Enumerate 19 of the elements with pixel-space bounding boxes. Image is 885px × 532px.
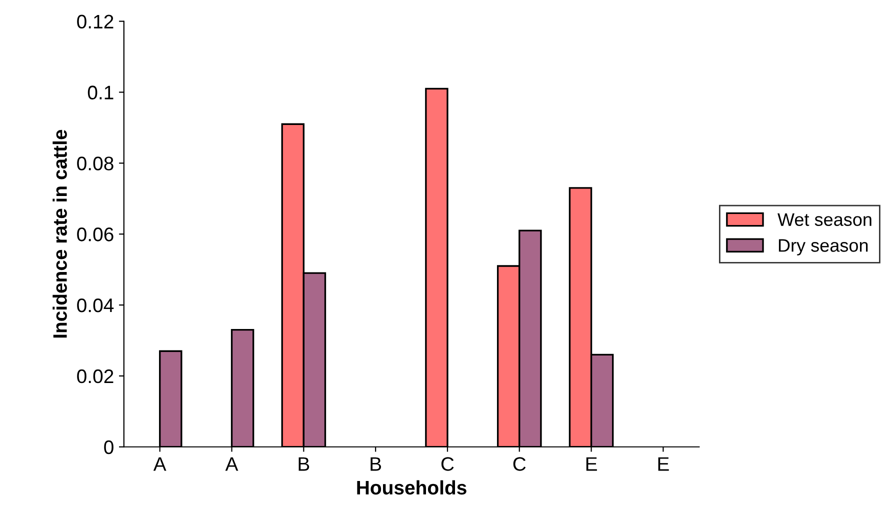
x-tick-label: E — [658, 457, 669, 471]
x-axis-title: Households — [357, 480, 466, 495]
x-tick-label: A — [225, 457, 238, 471]
x-tick-label: E — [586, 457, 597, 471]
y-axis-title: Incidence rate in cattle — [52, 130, 67, 338]
legend-label: Wet season — [778, 213, 872, 226]
y-tick-label: 0.02 — [77, 369, 114, 384]
y-tick-label: 0.12 — [77, 14, 114, 29]
y-tick-label: 0.04 — [77, 298, 114, 312]
x-tick-label: B — [370, 457, 382, 471]
legend-label: Dry season — [778, 239, 868, 256]
x-tick-label: C — [441, 457, 454, 471]
x-tick-label: A — [153, 457, 166, 471]
y-tick-label: 0.1 — [88, 86, 114, 100]
x-tick-label: B — [298, 457, 310, 471]
y-tick-label: 0.08 — [77, 156, 114, 170]
y-tick-label: 0 — [104, 440, 114, 454]
y-tick-label: 0.06 — [77, 228, 114, 242]
x-tick-label: C — [513, 457, 526, 471]
